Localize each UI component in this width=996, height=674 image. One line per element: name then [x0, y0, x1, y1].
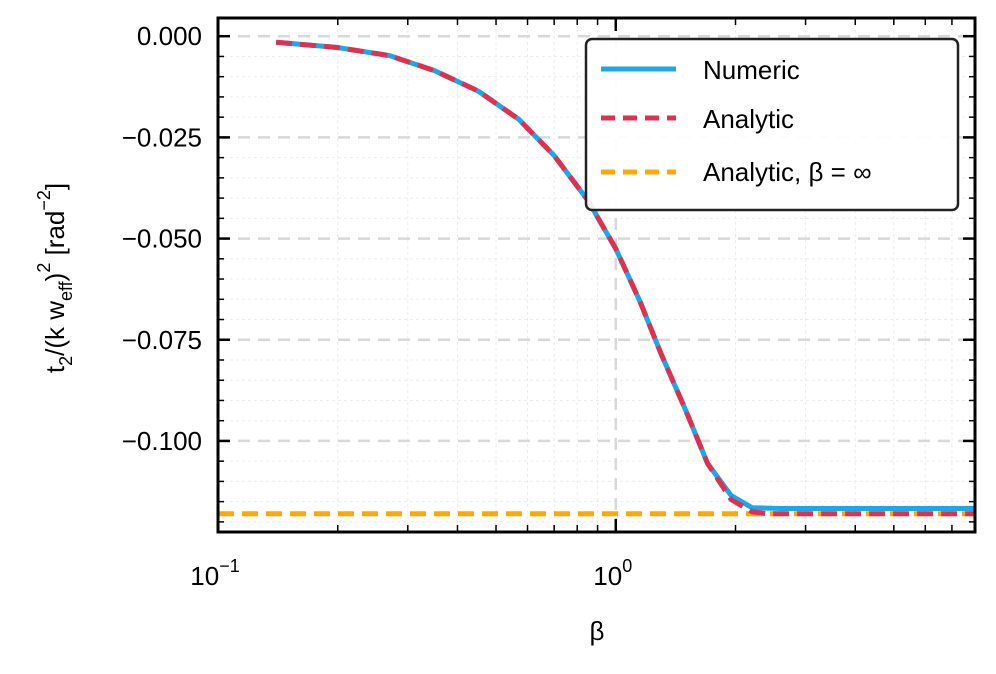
y-tick-labels: 0.000 −0.025 −0.050 −0.075 −0.100: [122, 21, 202, 456]
plot-frame: [216, 16, 977, 534]
x-tick-labels: 10−1 100: [190, 556, 632, 591]
y-tick-label: −0.050: [122, 224, 202, 254]
y-axis-label: t2/(k weff)2 [rad−2]: [34, 183, 76, 373]
series-layer: [218, 39, 975, 517]
x-tick-label: 100: [593, 556, 632, 591]
legend-label-numeric: Numeric: [703, 55, 800, 85]
legend: Numeric Analytic Analytic, β = ∞: [584, 37, 960, 212]
y-tick-label: −0.025: [122, 122, 202, 152]
x-tick-label: 10−1: [190, 556, 239, 591]
y-tick-label: −0.100: [122, 426, 202, 456]
x-axis-label: β: [590, 616, 605, 646]
legend-label-analytic: Analytic: [703, 104, 794, 134]
y-tick-label: 0.000: [137, 21, 202, 51]
y-tick-label: −0.075: [122, 325, 202, 355]
legend-box: [584, 37, 960, 212]
series-line-analytic: [275, 39, 975, 517]
legend-label-analytic-infinite: Analytic, β = ∞: [703, 157, 872, 187]
